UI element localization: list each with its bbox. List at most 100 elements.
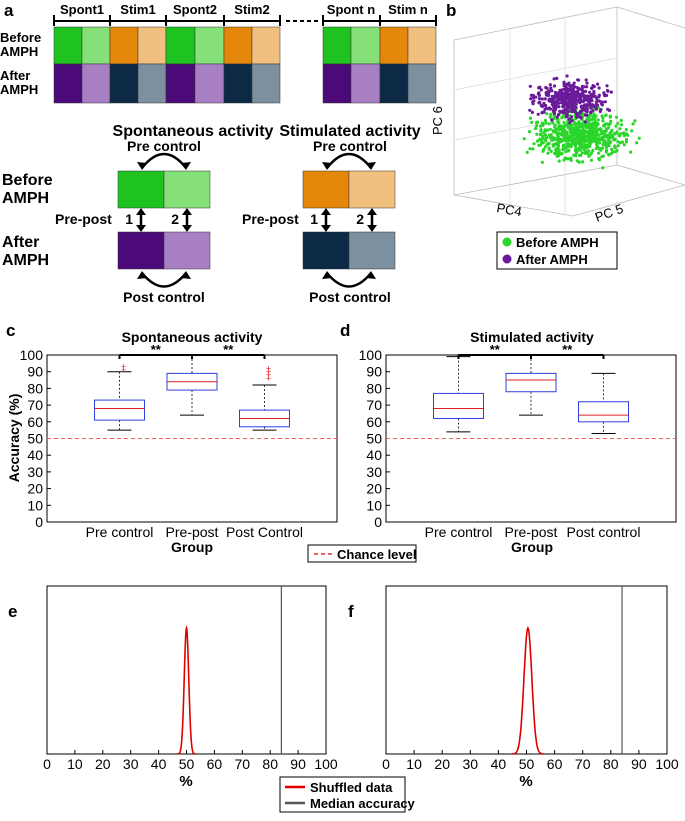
pca-point-before <box>622 131 626 135</box>
pca-point-after <box>597 86 601 90</box>
pca-point-before <box>562 143 566 147</box>
pca-point-after <box>547 99 551 103</box>
cell-stim-after-dark <box>379 63 409 104</box>
outlier: + <box>266 370 271 380</box>
pca-point-after <box>555 100 560 104</box>
chart-f: % 0 10 20 30 40 50 60 70 80 90 100 <box>382 585 679 790</box>
pca-point-after <box>579 116 583 120</box>
pca-point-after <box>555 115 559 119</box>
y-tick-label: 0 <box>374 514 382 530</box>
chart-f-frame <box>385 585 668 755</box>
y-tick-label: 90 <box>27 364 43 380</box>
y-tick-label: 70 <box>366 397 382 413</box>
x-tick-label: 10 <box>406 756 422 772</box>
pca-point-after <box>568 101 573 105</box>
pca-point-after <box>584 78 588 82</box>
pca-point-after <box>594 100 598 105</box>
pca-point-after <box>589 93 593 98</box>
arrowhead-icon <box>136 208 146 232</box>
post-control-arc-icon <box>141 272 187 288</box>
pca-point-before <box>587 139 591 144</box>
pca-point-after <box>599 108 603 112</box>
pca-point-after <box>553 105 557 110</box>
pca-point-before <box>573 130 577 134</box>
timeline-labels: Spont1 Stim1 Spont2 Stim2 Spont n Stim n <box>60 2 428 17</box>
pca-point-before <box>583 131 587 135</box>
cell-stim-before-light <box>137 26 167 65</box>
shuffled-distribution-line <box>512 626 544 755</box>
x-tick-label: Pre control <box>425 524 493 540</box>
pca-point-before <box>583 151 587 155</box>
pca-point-after <box>560 92 564 96</box>
stimulated-title: Stimulated activity <box>279 123 420 140</box>
pca-point-after <box>529 97 533 101</box>
pca-point-after <box>532 99 536 103</box>
pca-point-after <box>591 109 595 113</box>
pca-point-before <box>529 116 533 120</box>
outlier: + <box>121 365 126 375</box>
significance-stars: ** <box>490 342 501 357</box>
x-tick-label: 100 <box>655 756 679 772</box>
pca-point-before <box>592 134 596 138</box>
stim-before-light-block <box>348 170 396 209</box>
pca-point-after <box>580 88 585 92</box>
pca-point-before <box>557 121 561 125</box>
chart-e-xlabel: % <box>179 773 192 790</box>
pca-point-after <box>548 83 552 87</box>
pca-point-after <box>564 115 569 119</box>
pca-point-before <box>590 118 594 122</box>
pca-point-after <box>570 91 574 96</box>
pca-point-before <box>624 137 629 142</box>
pca-point-after <box>537 101 541 105</box>
pca-point-before <box>606 152 611 157</box>
pca-point-before <box>598 127 602 131</box>
pca-point-before <box>624 128 628 132</box>
x-tick-label: 30 <box>463 756 479 772</box>
pca-point-before <box>554 148 558 152</box>
pca-point-before <box>604 142 608 146</box>
x-tick-label: 20 <box>95 756 111 772</box>
pca-point-before <box>543 145 547 149</box>
y-tick-label: 50 <box>27 431 43 447</box>
cell-spont-before-dark <box>322 26 352 65</box>
cell-stim-after-light <box>251 63 281 104</box>
pca-point-after <box>570 119 574 123</box>
outlier: + <box>121 362 126 372</box>
cell-stim-after-light <box>407 63 437 104</box>
pca-point-after <box>594 107 599 111</box>
pca-point-after <box>558 109 562 113</box>
pca-point-before <box>604 113 608 117</box>
pca-point-after <box>605 84 609 88</box>
pca-point-after <box>588 102 592 107</box>
arrowhead-icon <box>321 208 331 232</box>
pca-point-before <box>619 132 623 136</box>
pca-point-after <box>562 97 566 101</box>
pca-point-before <box>527 130 532 134</box>
timeline-row-labels: Before AMPH After AMPH <box>0 30 41 97</box>
pca-point-after <box>603 100 608 104</box>
pca-point-after <box>590 86 594 90</box>
pca-point-after <box>593 94 597 98</box>
pca-point-after <box>578 100 582 104</box>
pca-point-before <box>601 143 605 147</box>
pca-point-after <box>557 96 561 100</box>
pca-point-before <box>564 150 568 154</box>
pca-point-before <box>544 121 548 125</box>
chart-c-xlabel: Group <box>171 539 213 555</box>
pca-point-before <box>629 150 633 154</box>
arrowhead-icon <box>137 271 147 279</box>
pca-point-after <box>580 92 584 96</box>
pca-point-after <box>567 81 571 85</box>
arrowhead-icon <box>366 162 376 170</box>
pca-point-before <box>571 141 575 145</box>
pca-point-after <box>537 97 542 101</box>
pca-point-before <box>615 148 619 153</box>
y-tick-label: 100 <box>359 347 383 363</box>
pca-point-after <box>530 110 535 114</box>
pca-point-before <box>597 133 601 137</box>
pca-point-after <box>543 97 547 101</box>
cell-stim-before-dark <box>223 26 253 65</box>
pca-point-after <box>563 107 568 111</box>
pca-point-before <box>556 138 560 142</box>
y-tick-label: 70 <box>27 397 43 413</box>
